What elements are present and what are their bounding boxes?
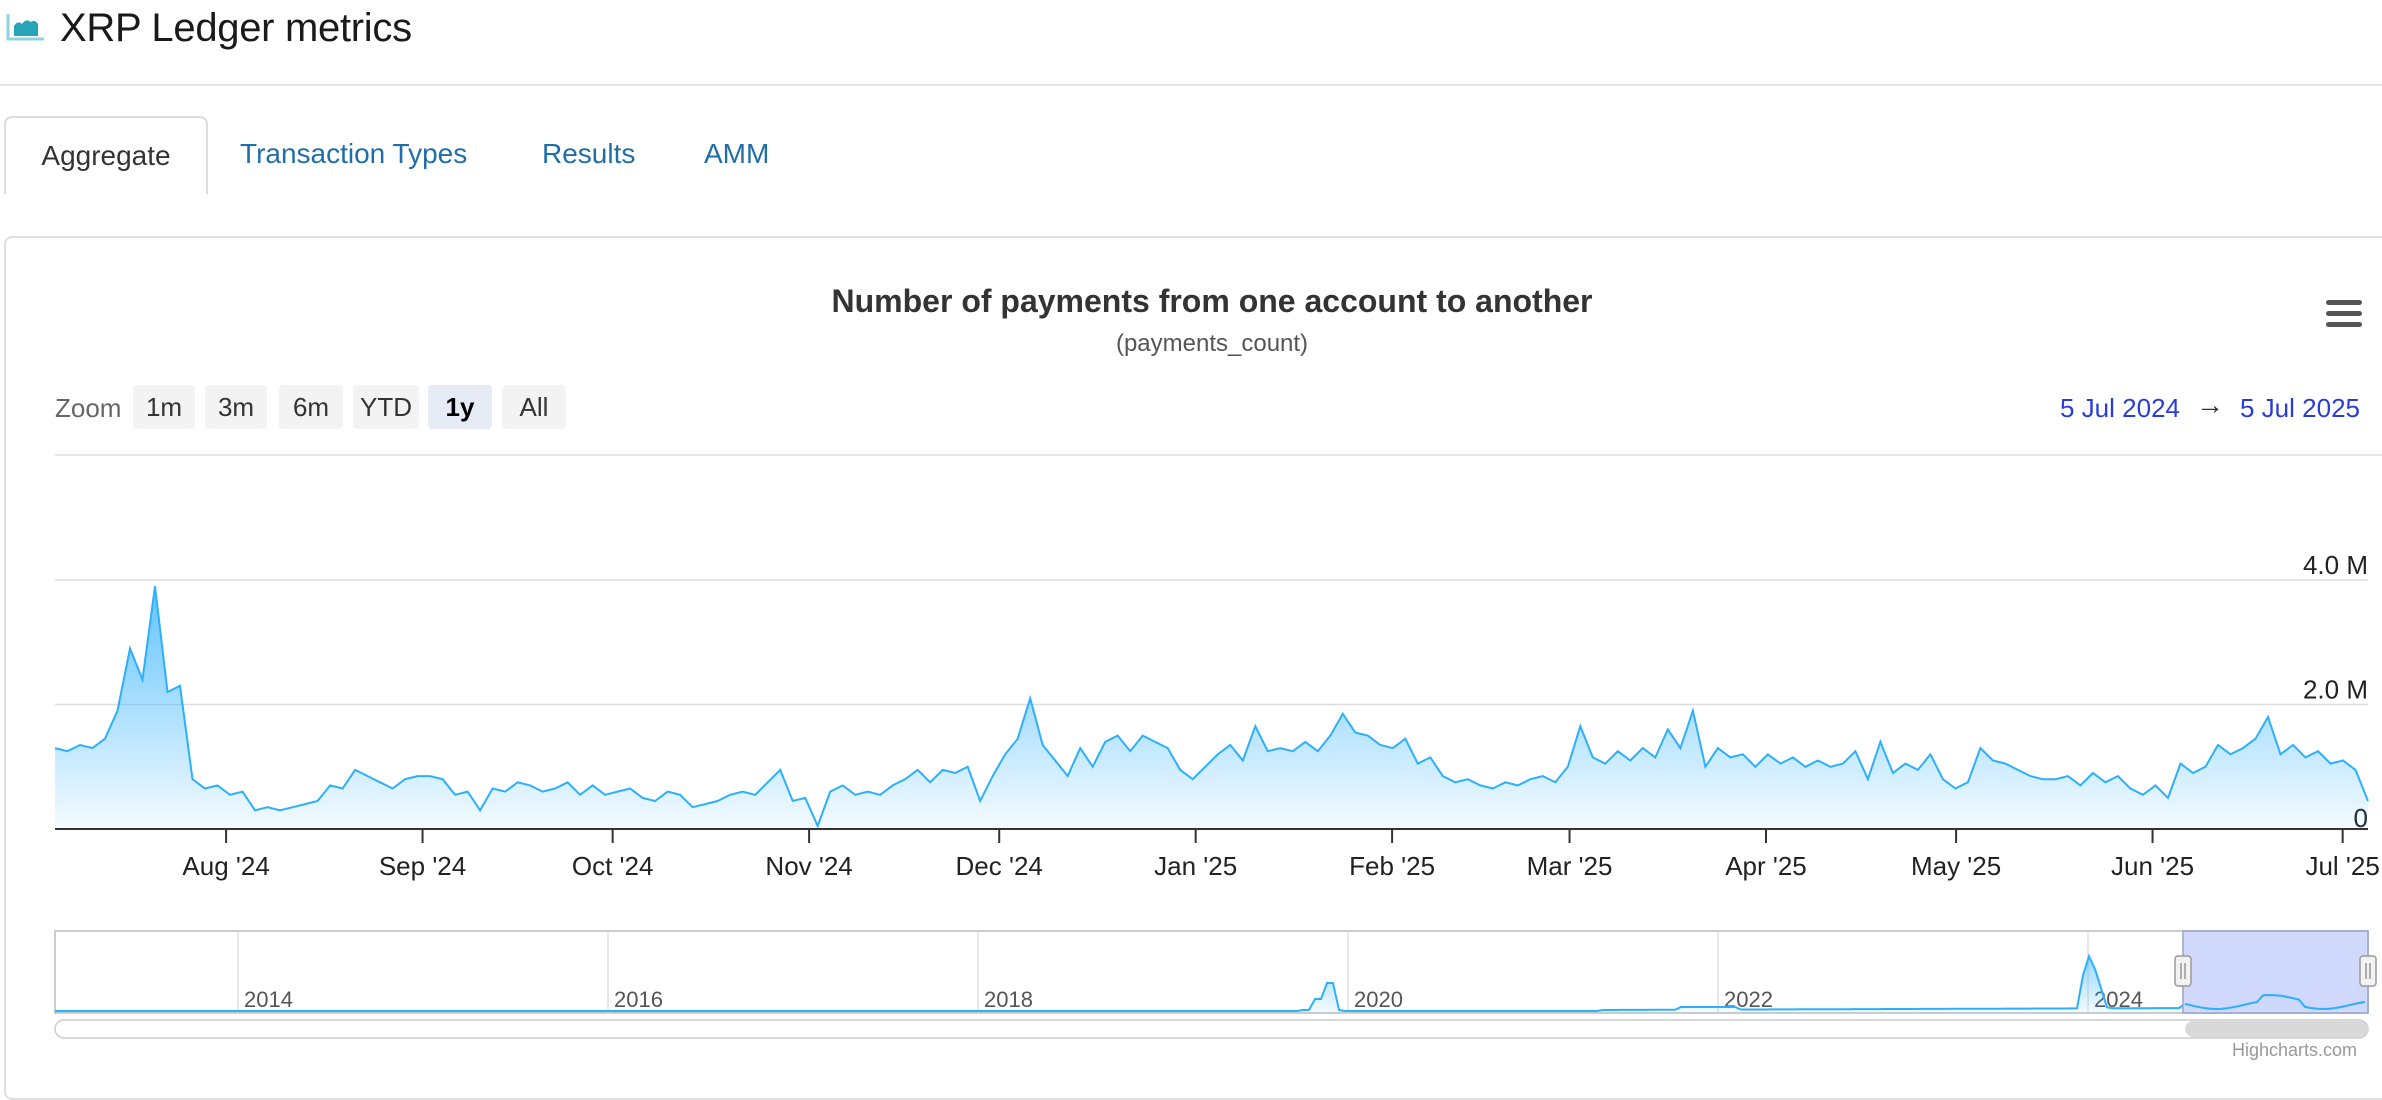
page-title: XRP Ledger metrics (60, 6, 412, 50)
navigator-left-handle[interactable] (2174, 955, 2192, 987)
x-tick-label: Feb '25 (1349, 851, 1435, 881)
navigator-year-label: 2018 (984, 987, 1033, 1012)
navigator-right-handle[interactable] (2359, 955, 2377, 987)
x-tick-label: Nov '24 (765, 851, 852, 881)
range-to-date[interactable]: 5 Jul 2025 (2240, 393, 2360, 423)
x-tick-label: Jun '25 (2111, 851, 2194, 881)
tab-amm[interactable]: AMM (704, 138, 770, 169)
chart-subtitle: (payments_count) (1115, 330, 1309, 357)
x-tick-label: Jan '25 (1154, 851, 1237, 881)
hamburger-menu-icon[interactable] (2326, 300, 2362, 332)
navigator-series-line (55, 953, 2366, 1012)
zoom-label: Zoom (55, 393, 122, 423)
x-tick-label: Aug '24 (182, 851, 269, 881)
navigator-year-label: 2016 (614, 987, 663, 1012)
x-tick-label: Oct '24 (572, 851, 654, 881)
navigator-selection[interactable] (2182, 930, 2369, 1014)
zoom-3m-button[interactable]: 3m (205, 385, 267, 429)
series-line[interactable] (54, 586, 2369, 829)
menu-bar (2326, 322, 2362, 327)
chart-title: Number of payments from one account to a… (831, 283, 1593, 319)
zoom-all-button[interactable]: All (502, 385, 566, 429)
zoom-1m-button[interactable]: 1m (133, 385, 195, 429)
navigator-frame (54, 930, 2369, 1014)
x-tick-label: Sep '24 (379, 851, 466, 881)
x-tick-label: Dec '24 (956, 851, 1043, 881)
range-from-date[interactable]: 5 Jul 2024 (2060, 393, 2180, 423)
menu-bar (2326, 300, 2362, 305)
navigator-selected-series (2184, 993, 2366, 1011)
tab-bar: Aggregate Transaction Types Results AMM (0, 116, 2382, 196)
range-arrow: → (2196, 389, 2224, 420)
navigator-year-label: 2020 (1354, 987, 1403, 1012)
x-tick-label: May '25 (1911, 851, 2001, 881)
scrollbar-thumb[interactable] (2185, 1021, 2368, 1037)
y-tick-label: 4.0 M (2303, 550, 2368, 580)
x-tick-label: Jul '25 (2305, 851, 2379, 881)
highcharts-credit[interactable]: Highcharts.com (2232, 1040, 2358, 1060)
area-chart-icon (6, 14, 44, 41)
y-tick-label: 2.0 M (2303, 675, 2368, 705)
zoom-ytd-button[interactable]: YTD (353, 385, 419, 429)
x-tick-label: Mar '25 (1527, 851, 1613, 881)
navigator-year-label: 2014 (244, 987, 293, 1012)
zoom-1y-button[interactable]: 1y (428, 385, 492, 429)
scrollbar-track[interactable] (54, 1019, 2369, 1039)
series-area-fill (55, 586, 2368, 829)
page-header: XRP Ledger metrics (0, 0, 2382, 86)
zoom-6m-button[interactable]: 6m (279, 385, 343, 429)
tab-aggregate[interactable]: Aggregate (4, 116, 208, 194)
tab-transaction-types[interactable]: Transaction Types (240, 138, 468, 169)
menu-bar (2326, 311, 2362, 316)
x-tick-label: Apr '25 (1725, 851, 1807, 881)
tab-results[interactable]: Results (542, 138, 636, 169)
